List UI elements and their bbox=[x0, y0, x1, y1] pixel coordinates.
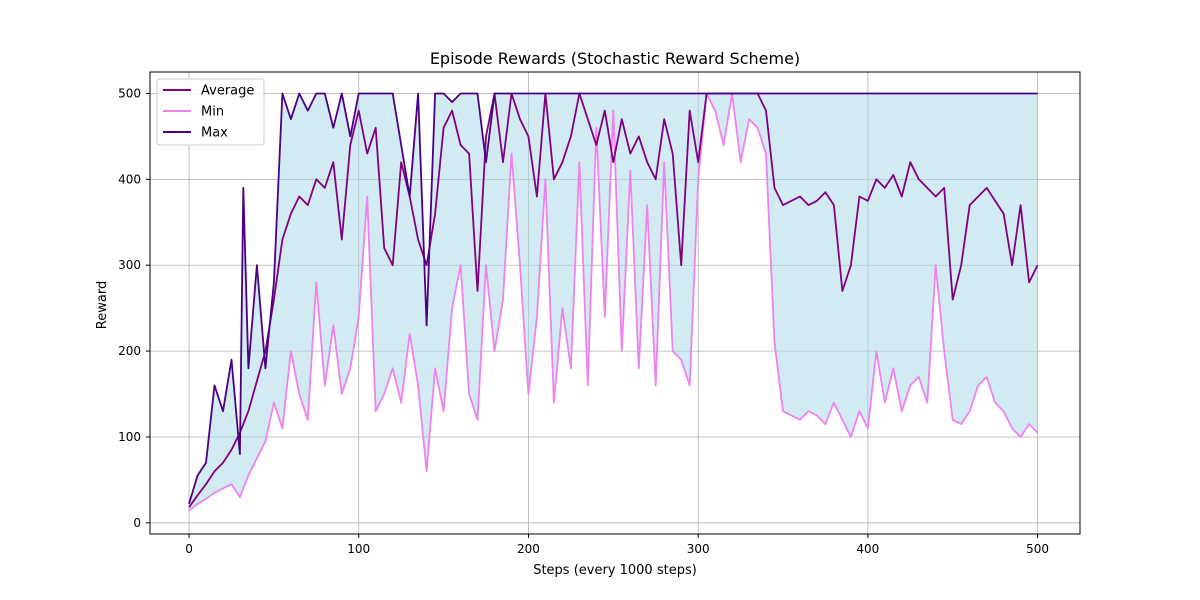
series-line-min bbox=[188, 92, 1039, 512]
y-tick-label: 500 bbox=[118, 86, 141, 100]
x-tick-label: 500 bbox=[1026, 542, 1049, 556]
x-tick-label: 100 bbox=[347, 542, 370, 556]
x-tick-label: 200 bbox=[517, 542, 540, 556]
legend-label-max: Max bbox=[201, 126, 228, 141]
x-tick-label: 300 bbox=[687, 542, 710, 556]
y-tick-label: 0 bbox=[133, 516, 141, 530]
legend-label-min: Min bbox=[201, 105, 224, 120]
y-tick-label: 400 bbox=[118, 172, 141, 186]
y-tick-label: 200 bbox=[118, 344, 141, 358]
y-tick-label: 100 bbox=[118, 430, 141, 444]
legend: Average Min Max bbox=[156, 78, 265, 146]
x-tick-label: 400 bbox=[856, 542, 879, 556]
legend-label-average: Average bbox=[201, 84, 254, 99]
x-tick-label: 0 bbox=[185, 542, 193, 556]
min-max-fill-band bbox=[189, 93, 1038, 511]
x-axis-ticks: 0 100 200 300 400 500 bbox=[185, 534, 1049, 556]
series-line-average bbox=[188, 92, 1039, 508]
series-line-max bbox=[188, 92, 1038, 505]
y-axis-label: Reward bbox=[95, 281, 110, 329]
y-axis-ticks: 0 100 200 300 400 500 bbox=[118, 86, 150, 530]
plot-area-frame bbox=[149, 71, 1081, 535]
fill-band bbox=[189, 93, 1038, 511]
y-tick-label: 300 bbox=[118, 258, 141, 272]
series-lines bbox=[188, 92, 1039, 512]
legend-box bbox=[156, 78, 265, 146]
x-axis-label: Steps (every 1000 steps) bbox=[533, 563, 697, 578]
chart-title: Episode Rewards (Stochastic Reward Schem… bbox=[430, 49, 800, 68]
